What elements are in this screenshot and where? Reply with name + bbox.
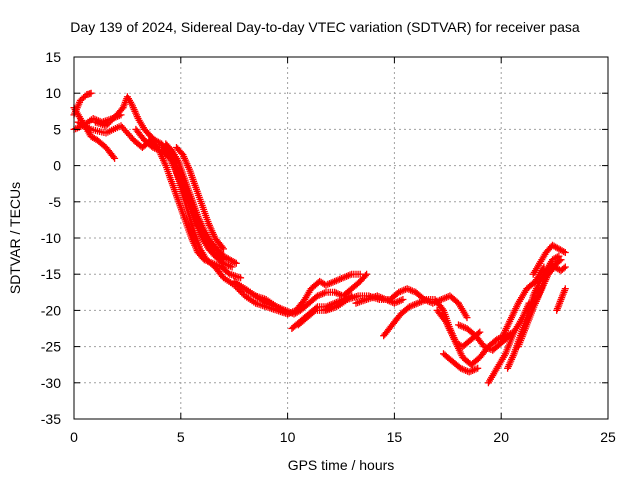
x-tick-label: 20	[493, 429, 509, 445]
data-point-marks	[497, 263, 548, 343]
y-tick-label: 5	[53, 121, 61, 137]
series-track-21	[504, 252, 563, 372]
data-point-marks	[553, 285, 569, 314]
data-point-marks	[162, 140, 240, 267]
y-tick-label: 10	[45, 85, 61, 101]
x-tick-label: 0	[70, 429, 78, 445]
axis-ticks: 0 5 10 15 20 25 15 10 5 0 -5 -10 -15 -20 -25 -30 -35	[41, 49, 616, 445]
series-track-16	[352, 292, 407, 307]
series-track-9	[173, 144, 227, 253]
data-point-marks	[504, 252, 563, 372]
y-tick-label: 0	[53, 158, 61, 174]
data-point-marks	[173, 144, 227, 253]
series-track-18	[440, 350, 482, 376]
data-point-marks	[531, 263, 569, 307]
data-point-marks	[484, 299, 533, 387]
x-axis-label: GPS time / hours	[288, 457, 395, 473]
data-points	[70, 89, 569, 387]
y-tick-label: -20	[41, 302, 61, 318]
x-tick-label: 5	[177, 429, 185, 445]
series-track-24	[529, 241, 569, 278]
y-tick-label: -30	[41, 375, 61, 391]
y-tick-label: -15	[41, 266, 61, 282]
y-tick-label: -5	[49, 194, 62, 210]
series-track-26	[553, 285, 569, 314]
x-tick-label: 25	[600, 429, 616, 445]
grid	[74, 57, 608, 419]
chart-title: Day 139 of 2024, Sidereal Day-to-day VTE…	[70, 19, 580, 35]
y-tick-label: -10	[41, 230, 61, 246]
data-point-marks	[440, 350, 482, 376]
series-track-11	[241, 270, 371, 318]
y-tick-label: -25	[41, 339, 61, 355]
series-track-19	[455, 321, 514, 354]
y-tick-label: 15	[45, 49, 61, 65]
y-axis-label: SDTVAR / TECUs	[7, 182, 23, 294]
series-track-8	[162, 140, 240, 267]
series-track-20	[484, 299, 533, 387]
data-point-marks	[352, 292, 407, 307]
data-point-marks	[529, 241, 569, 278]
x-tick-label: 15	[387, 429, 403, 445]
series-track-23	[497, 263, 548, 343]
x-tick-label: 10	[280, 429, 296, 445]
data-point-marks	[455, 321, 514, 354]
series-track-25	[531, 263, 569, 307]
y-tick-label: -35	[41, 411, 61, 427]
data-point-marks	[241, 270, 371, 318]
